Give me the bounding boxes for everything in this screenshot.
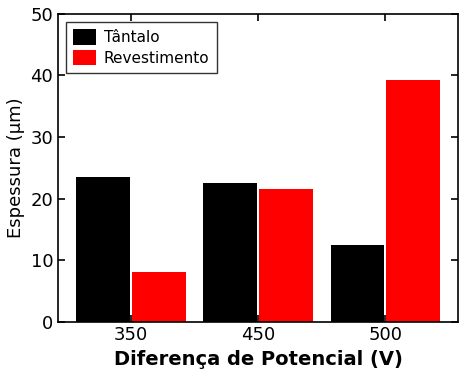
Bar bbox=[76, 177, 130, 321]
Bar bbox=[259, 190, 313, 321]
Bar bbox=[331, 245, 384, 321]
Y-axis label: Espessura (μm): Espessura (μm) bbox=[7, 97, 25, 238]
Bar bbox=[132, 272, 186, 321]
Legend: Tântalo, Revestimento: Tântalo, Revestimento bbox=[66, 21, 217, 73]
Bar bbox=[203, 183, 257, 321]
X-axis label: Diferença de Potencial (V): Diferença de Potencial (V) bbox=[113, 350, 403, 369]
Bar bbox=[386, 80, 440, 321]
